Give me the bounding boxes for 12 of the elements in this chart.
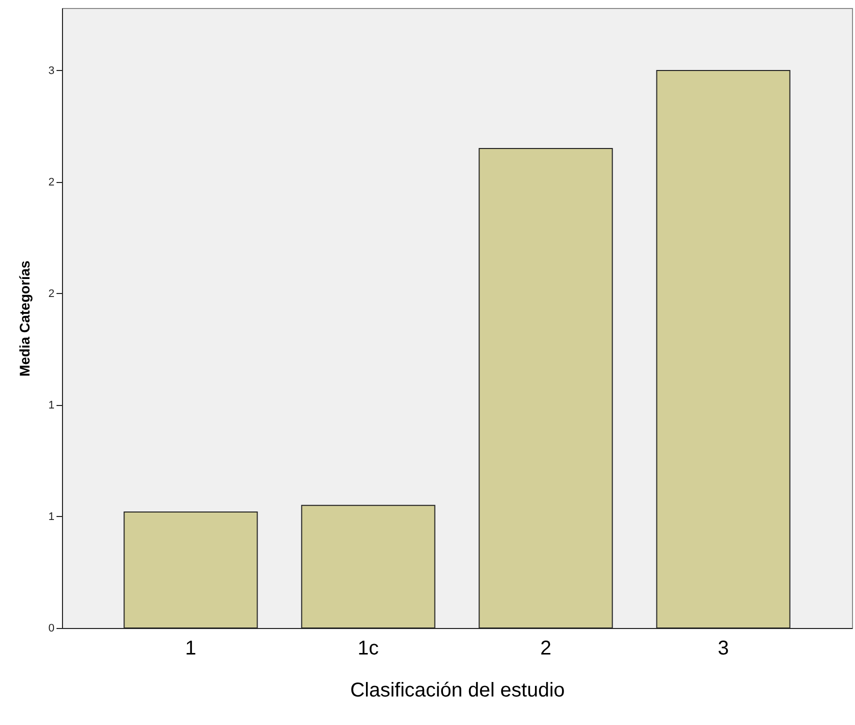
y-axis-title: Media Categorías bbox=[16, 260, 32, 376]
y-tick-label: 2 bbox=[48, 288, 54, 300]
y-tick-label: 0 bbox=[48, 622, 54, 634]
y-tick-label: 3 bbox=[48, 64, 54, 77]
x-tick-label: 1c bbox=[358, 638, 379, 660]
y-tick-label: 2 bbox=[48, 176, 54, 188]
y-tick-label: 1 bbox=[48, 510, 54, 523]
x-tick-label: 2 bbox=[540, 638, 552, 660]
x-tick-label: 1 bbox=[185, 638, 196, 660]
x-tick-label: 3 bbox=[718, 638, 729, 660]
x-axis-title: Clasificación del estudio bbox=[350, 680, 565, 702]
y-tick-label: 1 bbox=[48, 399, 54, 412]
